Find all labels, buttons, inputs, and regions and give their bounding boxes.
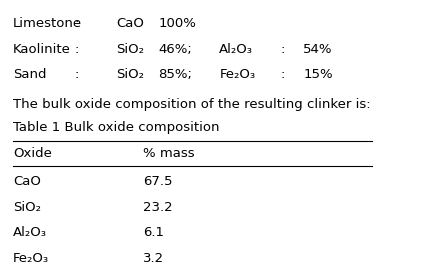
Text: 46%;: 46%; — [158, 43, 192, 55]
Text: The bulk oxide composition of the resulting clinker is:: The bulk oxide composition of the result… — [13, 98, 371, 111]
Text: 67.5: 67.5 — [143, 175, 172, 188]
Text: :: : — [74, 43, 78, 55]
Text: Kaolinite: Kaolinite — [13, 43, 71, 55]
Text: SiO₂: SiO₂ — [116, 68, 144, 81]
Text: SiO₂: SiO₂ — [116, 43, 144, 55]
Text: Fe₂O₃: Fe₂O₃ — [13, 252, 49, 264]
Text: Fe₂O₃: Fe₂O₃ — [219, 68, 255, 81]
Text: Sand: Sand — [13, 68, 46, 81]
Text: Oxide: Oxide — [13, 147, 52, 160]
Text: 15%: 15% — [304, 68, 333, 81]
Text: 54%: 54% — [304, 43, 333, 55]
Text: SiO₂: SiO₂ — [13, 201, 41, 214]
Text: 23.2: 23.2 — [143, 201, 173, 214]
Text: Al₂O₃: Al₂O₃ — [219, 43, 253, 55]
Text: Limestone: Limestone — [13, 17, 82, 30]
Text: CaO: CaO — [13, 175, 41, 188]
Text: :: : — [74, 17, 78, 30]
Text: Al₂O₃: Al₂O₃ — [13, 227, 47, 239]
Text: 85%;: 85%; — [158, 68, 192, 81]
Text: :: : — [74, 68, 78, 81]
Text: CaO: CaO — [116, 17, 144, 30]
Text: % mass: % mass — [143, 147, 195, 160]
Text: 3.2: 3.2 — [143, 252, 164, 264]
Text: Table 1 Bulk oxide composition: Table 1 Bulk oxide composition — [13, 121, 219, 134]
Text: :: : — [281, 68, 285, 81]
Text: 6.1: 6.1 — [143, 227, 164, 239]
Text: 100%: 100% — [158, 17, 196, 30]
Text: :: : — [281, 43, 285, 55]
